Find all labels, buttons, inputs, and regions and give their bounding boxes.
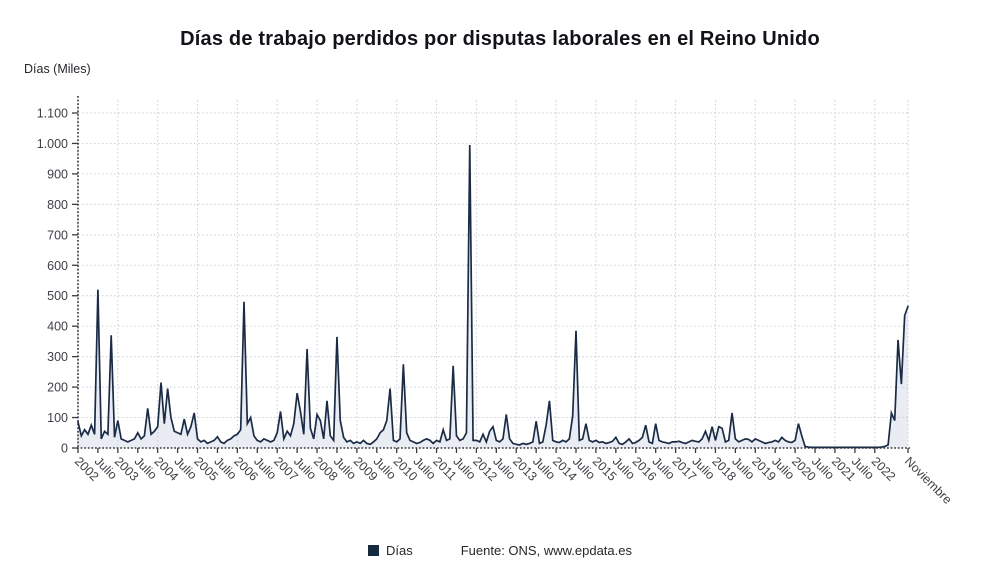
y-tick-label: 0 bbox=[61, 442, 68, 456]
y-tick-label: 900 bbox=[47, 167, 68, 181]
y-tick-label: 800 bbox=[47, 198, 68, 212]
y-tick-label: 100 bbox=[47, 411, 68, 425]
y-tick-label: 200 bbox=[47, 381, 68, 395]
series-area-fill bbox=[78, 144, 908, 449]
y-tick-label: 1.000 bbox=[37, 137, 68, 151]
source-text: Fuente: ONS, www.epdata.es bbox=[460, 543, 632, 558]
plot-area: 01002003004005006007008009001.0001.10020… bbox=[37, 96, 955, 507]
y-tick-label: 700 bbox=[47, 228, 68, 242]
chart-title: Días de trabajo perdidos por disputas la… bbox=[180, 28, 820, 50]
x-tick-label: Noviembre bbox=[902, 454, 955, 507]
y-tick-label: 300 bbox=[47, 350, 68, 364]
y-tick-label: 600 bbox=[47, 259, 68, 273]
series-line-dias bbox=[77, 144, 909, 449]
y-tick-label: 400 bbox=[47, 320, 68, 334]
legend-label-dias: Días bbox=[386, 543, 413, 558]
y-tick-label: 1.100 bbox=[37, 107, 68, 121]
x-tick-label: Julio bbox=[450, 454, 478, 482]
y-axis-unit-label: Días (Miles) bbox=[24, 62, 91, 76]
legend: Días Fuente: ONS, www.epdata.es bbox=[0, 543, 1000, 558]
y-tick-label: 500 bbox=[47, 289, 68, 303]
legend-swatch-dias bbox=[368, 545, 379, 556]
